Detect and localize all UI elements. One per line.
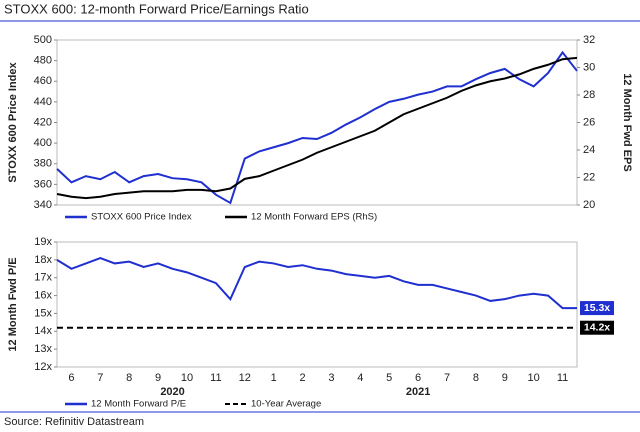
y-tick-label: 14x bbox=[34, 325, 52, 337]
y2-axis-label: 12 Month Fwd EPS bbox=[621, 73, 633, 171]
y2-tick-label: 28 bbox=[583, 89, 595, 101]
legend-label: 12 Month Forward EPS (RhS) bbox=[251, 212, 377, 223]
y-tick-label: 460 bbox=[34, 75, 52, 87]
x-tick-label: 8 bbox=[473, 372, 479, 384]
y-tick-label: 480 bbox=[34, 55, 52, 67]
x-tick-label: 6 bbox=[68, 372, 74, 384]
y2-tick-label: 26 bbox=[583, 116, 595, 128]
y2-tick-label: 30 bbox=[583, 61, 595, 73]
x-tick-label: 12 bbox=[239, 372, 251, 384]
y2-tick-label: 24 bbox=[583, 144, 595, 156]
average-label: 14.2x bbox=[584, 321, 610, 333]
y-tick-label: 12x bbox=[34, 361, 52, 373]
year-label: 2021 bbox=[406, 386, 430, 398]
plot-frame bbox=[56, 241, 578, 368]
x-tick-label: 8 bbox=[126, 372, 132, 384]
x-tick-label: 6 bbox=[415, 372, 421, 384]
y-axis-label: STOXX 600 Price Index bbox=[7, 61, 19, 182]
y-tick-label: 18x bbox=[34, 254, 52, 266]
y2-tick-label: 22 bbox=[583, 171, 595, 183]
legend-label: 10-Year Average bbox=[251, 399, 321, 410]
x-tick-label: 11 bbox=[557, 372, 568, 384]
y-tick-label: 500 bbox=[34, 34, 52, 46]
series-line bbox=[56, 56, 578, 200]
x-tick-label: 2 bbox=[299, 372, 305, 384]
x-tick-label: 9 bbox=[155, 372, 161, 384]
y-tick-label: 340 bbox=[34, 199, 52, 211]
y2-tick-label: 20 bbox=[583, 199, 595, 211]
x-tick-label: 7 bbox=[444, 372, 450, 384]
x-tick-label: 1 bbox=[271, 372, 277, 384]
y-tick-label: 360 bbox=[34, 178, 52, 190]
y-tick-label: 15x bbox=[34, 307, 52, 319]
y-tick-label: 380 bbox=[34, 158, 52, 170]
x-tick-label: 4 bbox=[357, 372, 363, 384]
y2-tick-label: 32 bbox=[583, 34, 595, 46]
y-axis-label: 12 Month Fwd P/E bbox=[7, 257, 19, 351]
x-tick-label: 11 bbox=[210, 372, 221, 384]
series-line bbox=[56, 50, 578, 205]
x-tick-label: 10 bbox=[528, 372, 540, 384]
x-tick-label: 7 bbox=[97, 372, 103, 384]
y-tick-label: 440 bbox=[34, 96, 52, 108]
series-line bbox=[56, 257, 577, 310]
x-tick-label: 10 bbox=[181, 372, 193, 384]
average-label-box bbox=[580, 320, 614, 335]
y-tick-label: 16x bbox=[34, 289, 52, 301]
x-tick-label: 3 bbox=[328, 372, 334, 384]
legend-label: STOXX 600 Price Index bbox=[91, 212, 192, 223]
chart-title: STOXX 600: 12-month Forward Price/Earnin… bbox=[4, 1, 309, 16]
y-tick-label: 17x bbox=[34, 272, 52, 284]
source: Source: Refinitiv Datastream bbox=[4, 416, 144, 428]
y-tick-label: 420 bbox=[34, 116, 52, 128]
y-tick-label: 13x bbox=[34, 343, 52, 355]
x-tick-label: 5 bbox=[386, 372, 392, 384]
end-label: 15.3x bbox=[584, 302, 610, 314]
legend-label: 12 Month Forward P/E bbox=[91, 399, 186, 410]
year-label: 2020 bbox=[160, 386, 184, 398]
x-tick-label: 9 bbox=[502, 372, 508, 384]
end-label-box bbox=[580, 301, 614, 316]
y-tick-label: 400 bbox=[34, 137, 52, 149]
y-tick-label: 19x bbox=[34, 236, 52, 248]
